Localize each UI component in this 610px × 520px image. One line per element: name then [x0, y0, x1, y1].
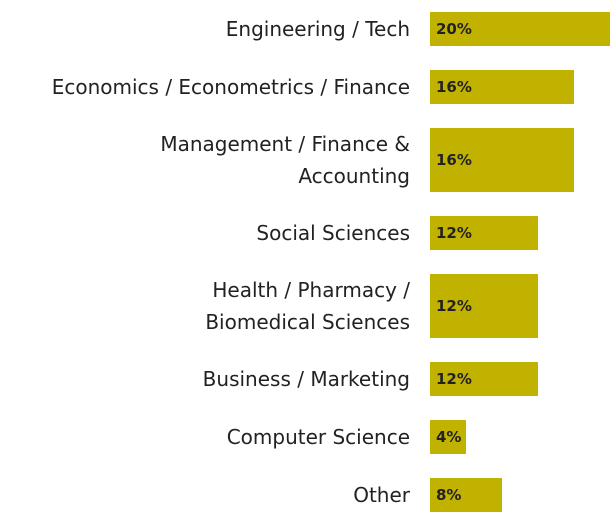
bar: 12% [430, 274, 538, 338]
bar-track: 12% [430, 216, 610, 250]
bar-track: 8% [430, 478, 610, 512]
bar-row: Health / Pharmacy / Biomedical Sciences 1… [0, 274, 610, 338]
value-label: 8% [436, 486, 462, 504]
value-label: 16% [436, 151, 472, 169]
bar: 4% [430, 420, 466, 454]
value-label: 20% [436, 20, 472, 38]
bar-track: 20% [430, 12, 610, 46]
category-label: Economics / Econometrics / Finance [51, 75, 410, 99]
bar-row: Other 8% [0, 478, 610, 512]
category-label: Health / Pharmacy / Biomedical Sciences [205, 278, 410, 334]
bar-row: Business / Marketing 12% [0, 362, 610, 396]
category-label: Other [353, 483, 410, 507]
category-label: Business / Marketing [202, 367, 410, 391]
category-label-box: Health / Pharmacy / Biomedical Sciences [0, 274, 410, 338]
value-label: 12% [436, 224, 472, 242]
bar-track: 12% [430, 274, 610, 338]
category-label-box: Economics / Econometrics / Finance [0, 70, 410, 104]
bar: 20% [430, 12, 610, 46]
category-label-box: Social Sciences [0, 216, 410, 250]
bar-row: Management / Finance & Accounting 16% [0, 128, 610, 192]
value-label: 12% [436, 370, 472, 388]
category-label: Social Sciences [256, 221, 410, 245]
category-label-box: Management / Finance & Accounting [0, 128, 410, 192]
bar: 8% [430, 478, 502, 512]
bar-row: Engineering / Tech 20% [0, 12, 610, 46]
bar-row: Computer Science 4% [0, 420, 610, 454]
bar-track: 16% [430, 70, 610, 104]
category-label: Computer Science [226, 425, 410, 449]
bar-row: Social Sciences 12% [0, 216, 610, 250]
bar-track: 12% [430, 362, 610, 396]
category-label-box: Business / Marketing [0, 362, 410, 396]
category-label: Engineering / Tech [225, 17, 410, 41]
category-label: Management / Finance & Accounting [160, 132, 410, 188]
bar-row: Economics / Econometrics / Finance 16% [0, 70, 610, 104]
value-label: 16% [436, 78, 472, 96]
category-label-box: Other [0, 478, 410, 512]
category-label-box: Engineering / Tech [0, 12, 410, 46]
bar: 12% [430, 216, 538, 250]
bar: 12% [430, 362, 538, 396]
bar-track: 4% [430, 420, 610, 454]
value-label: 4% [436, 428, 462, 446]
value-label: 12% [436, 297, 472, 315]
bar: 16% [430, 70, 574, 104]
category-label-box: Computer Science [0, 420, 410, 454]
bar: 16% [430, 128, 574, 192]
bar-track: 16% [430, 128, 610, 192]
